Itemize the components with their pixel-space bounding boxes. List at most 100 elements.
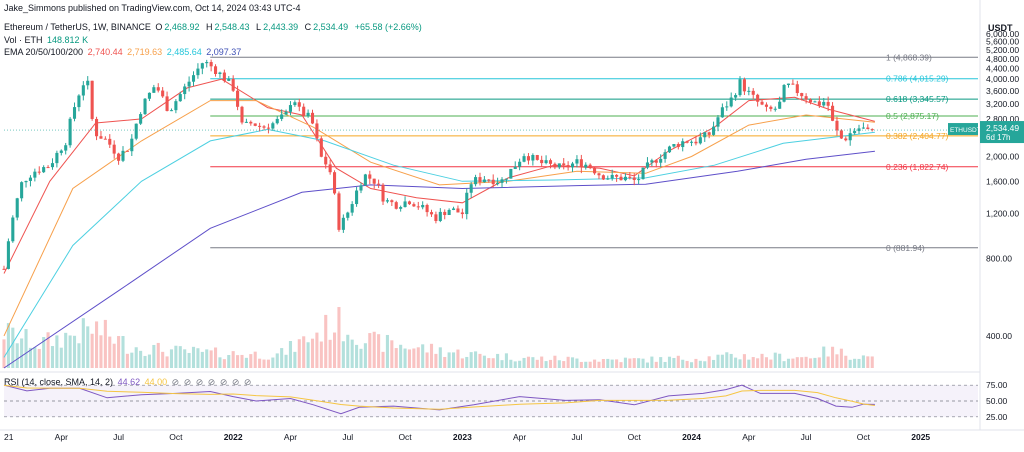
candle-body xyxy=(795,84,799,94)
candle-body xyxy=(429,212,434,215)
candle-body xyxy=(200,63,204,69)
volume-bar xyxy=(478,353,482,368)
indicator-settings-icons[interactable]: ⊘ ⊘ ⊘ ⊘ ⊘ ⊘ ⊘ xyxy=(171,377,253,387)
volume-bar xyxy=(214,347,218,368)
volume-bar xyxy=(544,361,548,368)
volume-bar xyxy=(672,357,676,368)
volume-bar xyxy=(90,333,94,368)
candle-body xyxy=(59,150,63,153)
candle-body xyxy=(835,120,839,131)
candle-body xyxy=(178,94,182,102)
candle-body xyxy=(324,156,328,165)
volume-bar xyxy=(156,342,160,368)
candle-body xyxy=(33,171,37,178)
candle-body xyxy=(86,80,90,86)
candles xyxy=(2,59,874,270)
volume-bar xyxy=(694,358,698,368)
candle-body xyxy=(641,167,645,180)
symbol-title[interactable]: Ethereum / TetherUS, 1W, BINANCE xyxy=(4,22,151,32)
volume-bar xyxy=(108,336,112,368)
volume-bar xyxy=(11,327,15,368)
ema-label[interactable]: EMA 20/50/100/200 xyxy=(4,47,84,57)
price-tick-label: 1,200.00 xyxy=(986,208,1019,218)
ema-line-4 xyxy=(3,150,875,369)
candle-body xyxy=(615,174,619,177)
candle-body xyxy=(394,202,398,209)
volume-bar xyxy=(535,359,539,368)
volume-bar xyxy=(504,353,508,368)
candle-body xyxy=(844,138,848,141)
candle-body xyxy=(205,62,209,64)
volume-bar xyxy=(359,348,363,368)
candle-body xyxy=(425,204,429,213)
volume-bar xyxy=(526,356,531,368)
time-tick-label: Oct xyxy=(169,432,183,442)
volume-bar xyxy=(456,349,460,368)
candle-body xyxy=(544,160,548,164)
fib-level-label: 0 (881.94) xyxy=(886,243,925,253)
candle-body xyxy=(90,80,94,119)
candle-body xyxy=(478,177,482,183)
volume-bar xyxy=(174,345,178,368)
volume-bar xyxy=(209,350,213,368)
candle-body xyxy=(293,102,297,106)
candle-body xyxy=(381,184,385,202)
volume-bar xyxy=(844,355,848,368)
candle-body xyxy=(663,152,667,159)
volume-bar xyxy=(385,334,389,368)
volume-bar xyxy=(531,357,535,368)
candle-body xyxy=(337,193,341,230)
volume-bar xyxy=(822,346,826,368)
volume-bar xyxy=(416,347,420,368)
last-symbol-label: ETHUSDT xyxy=(950,127,981,134)
candle-body xyxy=(606,178,610,180)
candle-body xyxy=(11,217,15,242)
volume-bar xyxy=(641,358,645,368)
candle-body xyxy=(288,105,293,112)
candle-body xyxy=(403,201,407,208)
candle-body xyxy=(645,162,649,168)
price-axis-title: USDT xyxy=(988,23,1013,33)
volume-bar xyxy=(469,352,473,368)
volume-bar xyxy=(390,340,394,368)
candle-body xyxy=(139,114,143,124)
candle-body xyxy=(584,164,588,168)
volume-bar xyxy=(302,336,306,368)
volume-bar xyxy=(271,357,275,368)
candle-body xyxy=(407,201,412,205)
volume-label[interactable]: Vol · ETH xyxy=(4,35,43,45)
time-tick-label: 21 xyxy=(4,432,14,442)
candle-body xyxy=(350,204,354,213)
rsi-pane: 75.00 50.00 25.00 xyxy=(3,380,1008,422)
volume-bar xyxy=(866,356,870,368)
volume-bar xyxy=(152,344,156,368)
volume-bar xyxy=(363,343,367,368)
volume-bar xyxy=(725,352,729,368)
candle-body xyxy=(253,123,257,126)
volume-bar xyxy=(161,351,165,368)
candle-body xyxy=(720,107,724,118)
rsi-header: RSI (14, close, SMA, 14, 2) 44.62 44.00 … xyxy=(4,377,254,388)
rsi-sma-line xyxy=(3,384,875,410)
volume-bar xyxy=(460,358,464,368)
candle-body xyxy=(870,129,874,131)
candle-body xyxy=(839,130,843,139)
candle-body xyxy=(826,101,830,106)
volume-bar xyxy=(548,359,553,368)
volume-bar xyxy=(447,352,451,368)
rsi-label[interactable]: RSI (14, close, SMA, 14, 2) xyxy=(4,377,114,387)
volume-bar xyxy=(425,352,429,368)
volume-bar xyxy=(399,344,403,368)
candle-body xyxy=(377,183,381,185)
rsi-level-label: 50.00 xyxy=(986,396,1008,406)
volume-bar xyxy=(685,360,689,368)
volume-bar xyxy=(310,338,315,368)
volume-bar xyxy=(791,358,795,368)
candle-body xyxy=(751,90,755,95)
volume-bar xyxy=(55,335,59,368)
candle-body xyxy=(504,178,508,180)
candle-body xyxy=(734,95,738,98)
volume-bar xyxy=(183,349,187,368)
candle-body xyxy=(262,126,266,128)
